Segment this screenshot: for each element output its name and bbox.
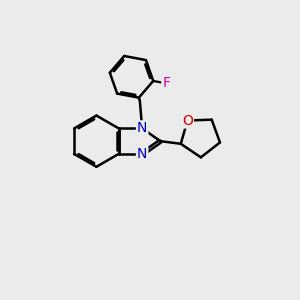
Text: F: F [162, 76, 170, 90]
Text: N: N [137, 122, 147, 135]
Text: N: N [137, 147, 147, 161]
Text: O: O [182, 113, 193, 128]
